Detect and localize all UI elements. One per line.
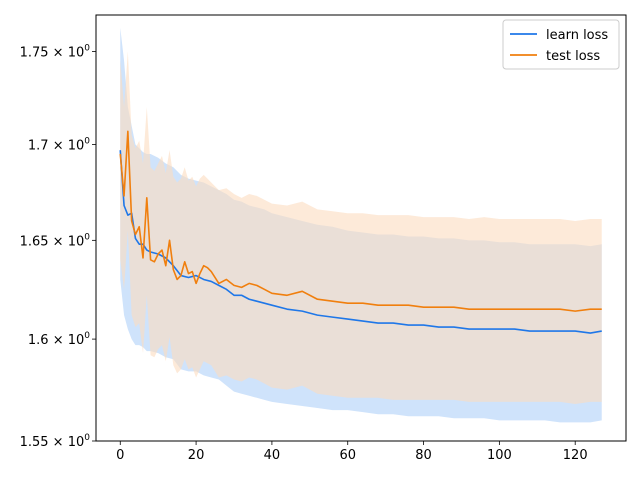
y-tick-label: 1.55 × 100 — [20, 433, 91, 450]
x-tick-label: 100 — [487, 448, 512, 463]
x-tick-label: 60 — [339, 448, 356, 463]
x-tick-label: 120 — [563, 448, 588, 463]
x-tick-label: 80 — [415, 448, 432, 463]
legend-box — [502, 19, 620, 70]
x-tick-label: 0 — [116, 448, 124, 463]
y-tick-label: 1.7 × 100 — [28, 137, 90, 154]
test-loss-band — [120, 51, 602, 404]
test-loss-line — [119, 130, 602, 312]
legend-label: test loss — [546, 49, 600, 64]
x-tick-label: 20 — [188, 448, 205, 463]
y-axis: 1.55 × 100 1.6 × 100 1.65 × 100 1.7 × 100 1.… — [20, 43, 96, 450]
y-tick-label: 1.6 × 100 — [28, 331, 90, 348]
x-tick-label: 40 — [264, 448, 281, 463]
x-axis: 0 20 40 60 80 100 120 — [116, 441, 588, 463]
legend: learn loss test loss — [502, 19, 620, 70]
y-tick-label: 1.65 × 100 — [20, 232, 91, 249]
legend-label: learn loss — [546, 28, 608, 43]
y-tick-label: 1.75 × 100 — [20, 43, 91, 60]
series-lines — [119, 130, 602, 334]
confidence-bands — [120, 27, 602, 423]
plot-frame — [95, 14, 627, 442]
